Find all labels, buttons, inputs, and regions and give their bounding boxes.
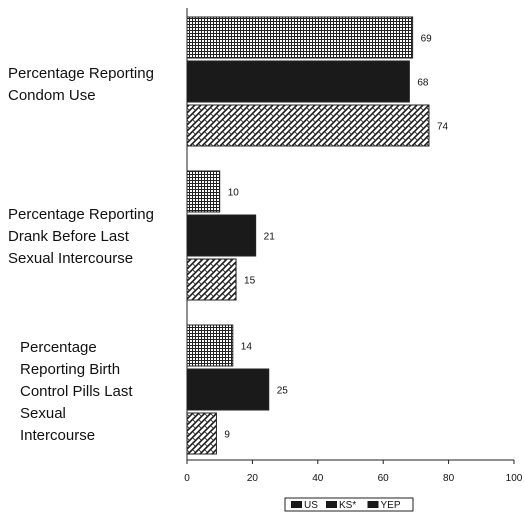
bar-us	[186, 16, 414, 59]
legend: US KS* YEP	[284, 497, 414, 512]
legend-box	[284, 497, 414, 512]
x-tick-label: 100	[506, 473, 523, 484]
data-label: 14	[241, 342, 253, 353]
data-label: 69	[421, 34, 433, 45]
data-label: 10	[228, 188, 240, 199]
category-label: Percentage Reporting Birth Control Pills L…	[20, 339, 133, 444]
bars: 69 68 74 10 21 15 14 25 9	[186, 16, 449, 455]
legend-label: KS*	[339, 500, 356, 511]
category-label: Percentage Reporting Condom Use	[8, 65, 154, 104]
data-label: 21	[264, 232, 276, 243]
bar-yep	[186, 412, 217, 455]
legend-swatch	[326, 501, 337, 508]
bar-ks	[186, 60, 410, 103]
x-tick-label: 80	[443, 473, 455, 484]
bar-yep	[186, 258, 237, 301]
x-tick-label: 20	[247, 473, 259, 484]
category-label: Percentage Reporting Drank Before Last Sex…	[8, 206, 154, 267]
bar-ks	[186, 368, 270, 411]
bar-us	[186, 324, 234, 367]
category-labels: Percentage Reporting Condom Use Percentage…	[8, 65, 154, 444]
data-label: 15	[244, 276, 256, 287]
bar-yep	[186, 104, 430, 147]
legend-swatch	[367, 501, 379, 508]
legend-label: US	[304, 500, 318, 511]
x-tick-label: 0	[184, 473, 190, 484]
data-label: 74	[437, 122, 449, 133]
data-label: 68	[417, 78, 429, 89]
bar-ks	[186, 214, 257, 257]
data-label: 25	[277, 386, 289, 397]
legend-swatch	[291, 501, 302, 508]
axes: 0 20 40 60 80 100	[184, 8, 523, 484]
legend-label: YEP	[381, 500, 401, 511]
x-tick-label: 60	[378, 473, 390, 484]
x-tick-label: 40	[312, 473, 324, 484]
bar-us	[186, 170, 221, 213]
data-label: 9	[224, 430, 230, 441]
